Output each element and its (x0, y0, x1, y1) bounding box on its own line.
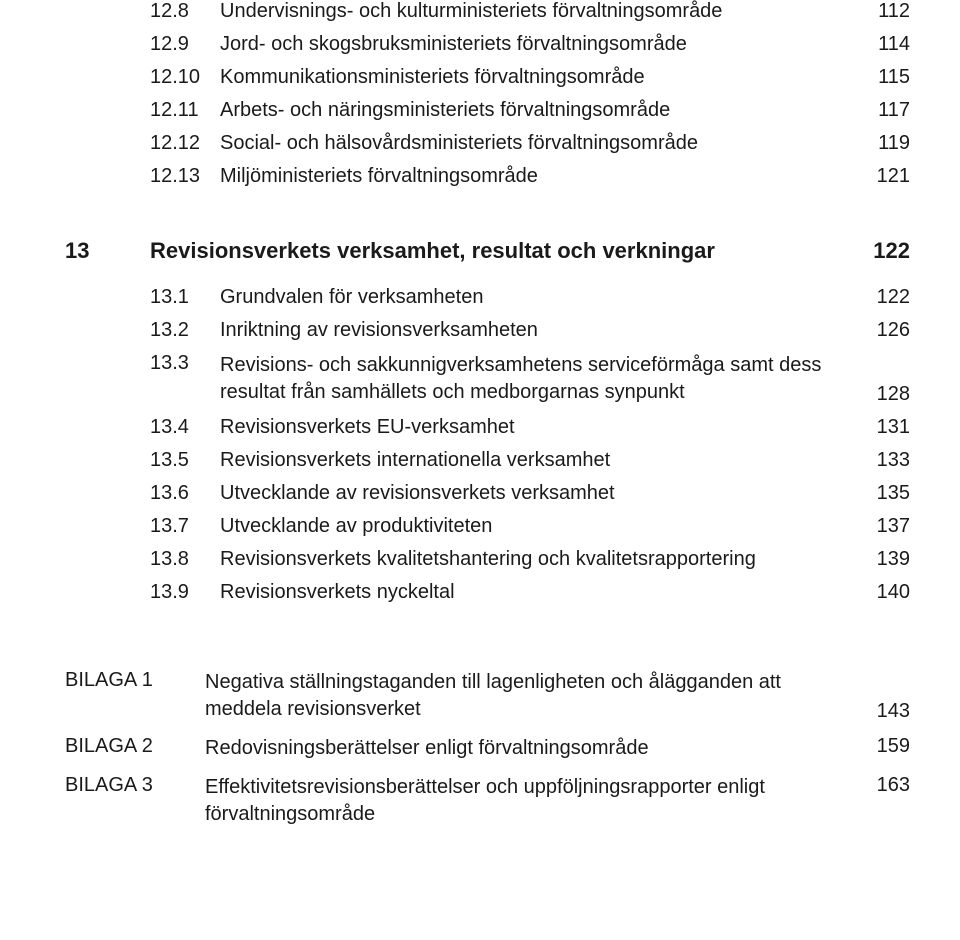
entry-page: 119 (850, 132, 910, 155)
entry-number: 13.4 (150, 416, 220, 439)
bilaga-entry: BILAGA 2 Redovisningsberättelser enligt … (65, 735, 910, 762)
entry-page: 133 (850, 449, 910, 472)
spacer (65, 614, 910, 669)
entry-page: 139 (850, 548, 910, 571)
entry-page: 122 (850, 286, 910, 309)
entry-number: 12.12 (150, 132, 220, 155)
bilaga-page: 163 (855, 774, 910, 797)
bilaga-entry: BILAGA 1 Negativa ställningstaganden til… (65, 669, 910, 723)
entry-number: 13.2 (150, 319, 220, 342)
toc-entry: 13.7 Utvecklande av produktiviteten 137 (150, 515, 910, 538)
toc-entry: 13.6 Utvecklande av revisionsverkets ver… (150, 482, 910, 505)
entry-page: 128 (850, 383, 910, 406)
entry-number: 13.3 (150, 352, 220, 375)
heading-page: 122 (850, 238, 910, 264)
entry-number: 13.9 (150, 581, 220, 604)
entry-title: Jord- och skogsbruksministeriets förvalt… (220, 33, 850, 56)
toc-entry: 13.2 Inriktning av revisionsverksamheten… (150, 319, 910, 342)
entry-page: 114 (850, 33, 910, 56)
entry-number: 13.7 (150, 515, 220, 538)
entry-number: 13.1 (150, 286, 220, 309)
entry-title: Revisionsverkets internationella verksam… (220, 449, 850, 472)
entry-number: 13.5 (150, 449, 220, 472)
entry-page: 117 (850, 99, 910, 122)
toc-entry: 13.1 Grundvalen för verksamheten 122 (150, 286, 910, 309)
entry-title: Revisionsverkets EU-verksamhet (220, 416, 850, 439)
entry-page: 135 (850, 482, 910, 505)
entry-page: 131 (850, 416, 910, 439)
entry-title: Undervisnings- och kulturministeriets fö… (220, 0, 850, 23)
bilaga-title: Redovisningsberättelser enligt förvaltni… (205, 735, 855, 762)
bilaga-list: BILAGA 1 Negativa ställningstaganden til… (65, 669, 910, 828)
section13-list: 13.1 Grundvalen för verksamheten 122 13.… (65, 286, 910, 604)
bilaga-title: Negativa ställningstaganden till lagenli… (205, 669, 855, 723)
heading-title: Revisionsverkets verksamhet, resultat oc… (150, 238, 850, 264)
toc-page: 12.8 Undervisnings- och kulturministerie… (0, 0, 960, 940)
entry-page: 121 (850, 165, 910, 188)
entry-page: 112 (850, 0, 910, 23)
toc-entry: 12.10 Kommunikationsministeriets förvalt… (150, 66, 910, 89)
bilaga-label: BILAGA 2 (65, 735, 205, 758)
toc-entry: 12.11 Arbets- och näringsministeriets fö… (150, 99, 910, 122)
bilaga-title: Effektivitetsrevisionsberättelser och up… (205, 774, 855, 828)
entry-title: Utvecklande av produktiviteten (220, 515, 850, 538)
bilaga-entry: BILAGA 3 Effektivitetsrevisionsberättels… (65, 774, 910, 828)
entry-title: Revisionsverkets kvalitetshantering och … (220, 548, 850, 571)
toc-entry: 12.13 Miljöministeriets förvaltningsområ… (150, 165, 910, 188)
entry-number: 12.8 (150, 0, 220, 23)
entry-page: 140 (850, 581, 910, 604)
entry-page: 126 (850, 319, 910, 342)
entry-title: Arbets- och näringsministeriets förvaltn… (220, 99, 850, 122)
entry-number: 13.8 (150, 548, 220, 571)
entry-title: Social- och hälsovårdsministeriets förva… (220, 132, 850, 155)
entry-title: Inriktning av revisionsverksamheten (220, 319, 850, 342)
section13-heading: 13 Revisionsverkets verksamhet, resultat… (65, 238, 910, 264)
toc-entry: 13.5 Revisionsverkets internationella ve… (150, 449, 910, 472)
bilaga-page: 143 (855, 700, 910, 723)
entry-page: 137 (850, 515, 910, 538)
spacer (65, 198, 910, 238)
toc-entry: 13.8 Revisionsverkets kvalitetshantering… (150, 548, 910, 571)
toc-entry: 13.4 Revisionsverkets EU-verksamhet 131 (150, 416, 910, 439)
entry-title: Grundvalen för verksamheten (220, 286, 850, 309)
entry-number: 12.11 (150, 99, 220, 122)
entry-title: Utvecklande av revisionsverkets verksamh… (220, 482, 850, 505)
toc-entry: 12.12 Social- och hälsovårdsministeriets… (150, 132, 910, 155)
entry-number: 12.9 (150, 33, 220, 56)
entry-title: Revisionsverkets nyckeltal (220, 581, 850, 604)
toc-entry: 13.9 Revisionsverkets nyckeltal 140 (150, 581, 910, 604)
section12-list: 12.8 Undervisnings- och kulturministerie… (65, 0, 910, 188)
entry-title: Revisions- och sakkunnigverksamhetens se… (220, 352, 850, 406)
toc-entry: 12.9 Jord- och skogsbruksministeriets fö… (150, 33, 910, 56)
bilaga-label: BILAGA 1 (65, 669, 205, 692)
entry-page: 115 (850, 66, 910, 89)
toc-entry: 13.3 Revisions- och sakkunnigverksamhete… (150, 352, 910, 406)
bilaga-page: 159 (855, 735, 910, 758)
toc-entry: 12.8 Undervisnings- och kulturministerie… (150, 0, 910, 23)
heading-number: 13 (65, 238, 150, 264)
entry-title: Miljöministeriets förvaltningsområde (220, 165, 850, 188)
entry-number: 12.10 (150, 66, 220, 89)
entry-number: 12.13 (150, 165, 220, 188)
entry-number: 13.6 (150, 482, 220, 505)
bilaga-label: BILAGA 3 (65, 774, 205, 797)
entry-title: Kommunikationsministeriets förvaltningso… (220, 66, 850, 89)
